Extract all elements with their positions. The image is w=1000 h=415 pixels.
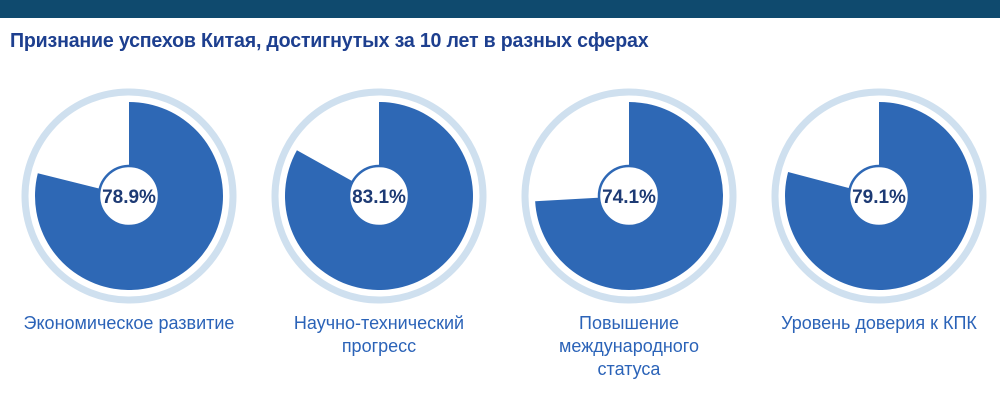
donut-chart: 79.1% Уровень доверия к КПК xyxy=(754,86,1000,406)
donut-chart: 74.1% Повышение международного статуса xyxy=(504,86,754,406)
center-hub xyxy=(97,164,161,228)
donut-svg: 74.1% xyxy=(521,88,737,304)
donut-chart: 78.9% Экономическое развитие xyxy=(4,86,254,406)
donut-svg: 79.1% xyxy=(771,88,987,304)
center-hub xyxy=(347,164,411,228)
value-label: 83.1% xyxy=(352,187,406,208)
chart-caption: Научно-технический прогресс xyxy=(254,312,504,358)
page-title: Признание успехов Китая, достигнутых за … xyxy=(10,30,649,52)
chart-caption: Повышение международного статуса xyxy=(504,312,754,381)
caption-line: статуса xyxy=(597,359,661,379)
center-hub xyxy=(597,164,661,228)
chart-caption: Уровень доверия к КПК xyxy=(754,312,1000,335)
caption-line: Повышение xyxy=(579,313,679,333)
caption-line: международного xyxy=(559,336,699,356)
caption-line: Научно-технический xyxy=(293,313,465,333)
donut-svg: 83.1% xyxy=(271,88,487,304)
value-label: 74.1% xyxy=(602,187,656,208)
donut-svg: 78.9% xyxy=(21,88,237,304)
caption-line: Экономическое развитие xyxy=(23,313,235,333)
top-band xyxy=(0,0,1000,18)
value-label: 79.1% xyxy=(852,187,906,208)
chart-caption: Экономическое развитие xyxy=(4,312,254,335)
caption-line: прогресс xyxy=(341,336,417,356)
donut-chart: 83.1% Научно-технический прогресс xyxy=(254,86,504,406)
center-hub xyxy=(847,164,911,228)
caption-line: Уровень доверия к КПК xyxy=(781,313,977,333)
value-label: 78.9% xyxy=(102,187,156,208)
